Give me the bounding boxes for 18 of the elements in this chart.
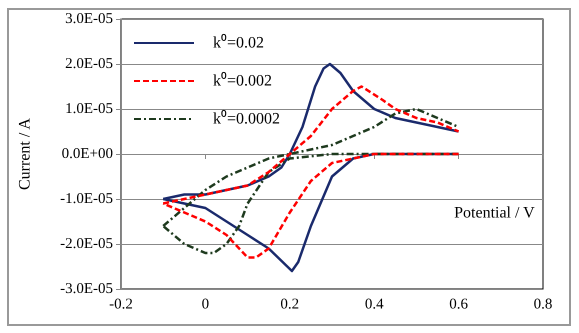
- y-tick-label: -3.0E-05: [60, 281, 113, 297]
- x-tick-label: 0.4: [364, 296, 384, 312]
- y-tick-label: 0.0E+00: [62, 146, 113, 162]
- legend-label: k⁰=0.002: [213, 72, 272, 90]
- x-tick-label: 0.8: [534, 296, 552, 312]
- y-tick-label: 3.0E-05: [65, 11, 113, 27]
- x-tick-label: -0.2: [109, 296, 133, 312]
- y-tick-label: 1.0E-05: [65, 101, 113, 117]
- legend-label: k⁰=0.02: [213, 34, 264, 52]
- legend-label: k⁰=0.0002: [213, 110, 280, 128]
- x-axis-title: Potential / V: [454, 204, 536, 222]
- y-tick-label: 2.0E-05: [65, 56, 113, 72]
- y-tick-label: -1.0E-05: [60, 191, 113, 207]
- y-axis-title: Current / A: [16, 118, 34, 190]
- y-tick-label: -2.0E-05: [60, 236, 113, 252]
- x-tick-label: 0.6: [449, 296, 468, 312]
- x-tick-label: 0.2: [280, 296, 300, 312]
- x-tick-label: 0: [202, 296, 210, 312]
